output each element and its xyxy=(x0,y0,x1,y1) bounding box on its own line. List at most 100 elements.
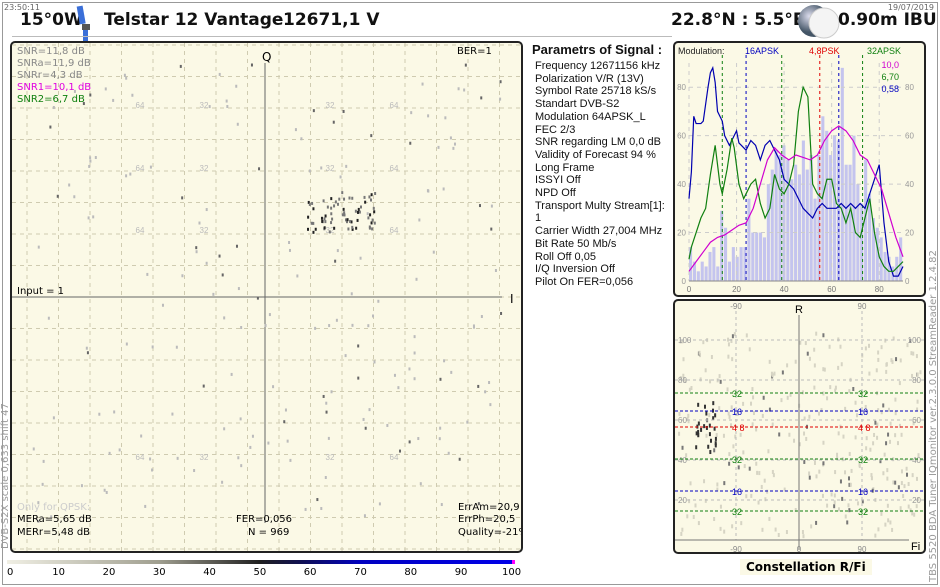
rfi-sample-point xyxy=(705,411,708,416)
rfi-sample-point xyxy=(822,461,825,466)
iq-sample-point xyxy=(218,254,221,258)
iq-sample-point xyxy=(342,109,345,113)
grid-value-label: 32 xyxy=(200,101,209,110)
histogram-bar xyxy=(712,247,716,281)
iq-sample-point xyxy=(308,169,311,173)
iq-sample-point xyxy=(312,230,315,234)
rfi-sample-point xyxy=(865,436,868,441)
param-line: Transport Multy Stream[1]: xyxy=(535,199,665,212)
histogram-bar xyxy=(751,232,755,281)
iq-sample-point xyxy=(351,323,354,327)
rfi-sample-point xyxy=(681,445,684,450)
iq-sample-point xyxy=(367,324,370,328)
iq-sample-point xyxy=(439,426,442,430)
iq-sample-point xyxy=(415,277,418,281)
rfi-sample-point xyxy=(799,340,802,345)
rfi-sample-point xyxy=(900,481,903,486)
iq-sample-point xyxy=(330,206,333,210)
iq-sample-point xyxy=(343,213,346,217)
rfi-sample-point xyxy=(730,423,733,428)
modulation-label: 16APSK xyxy=(745,46,779,56)
iq-sample-point xyxy=(125,174,128,178)
iq-sample-point xyxy=(464,63,467,67)
y-tick-label: 60 xyxy=(677,132,686,141)
mera-label: MERa=5,65 dB xyxy=(17,514,92,525)
rfi-sample-point xyxy=(802,534,805,539)
rfi-plot: 100 100 80 80 60 60 40 40 20 20 32 32 16 16 4 8 4 8 32 32… xyxy=(675,302,924,552)
rfi-sample-point xyxy=(839,344,842,349)
rfi-sample-point xyxy=(916,407,919,412)
rfi-sample-point xyxy=(757,500,760,505)
histogram-bar xyxy=(692,261,696,281)
iq-sample-point xyxy=(161,303,164,307)
rfi-sample-point xyxy=(695,431,698,436)
satellite-icon xyxy=(76,5,90,42)
iq-sample-point xyxy=(42,459,45,463)
param-line: FEC 2/3 xyxy=(535,123,576,136)
histogram-bar xyxy=(809,155,813,281)
iq-sample-point xyxy=(198,221,201,225)
rfi-sample-point xyxy=(897,485,900,490)
orbital-position: 15°0W xyxy=(20,10,83,30)
rfi-sample-point xyxy=(712,416,715,421)
iq-sample-point xyxy=(328,324,331,328)
rfi-sample-point xyxy=(899,506,902,511)
rfi-sample-point xyxy=(864,404,867,409)
iq-sample-point xyxy=(499,80,502,84)
rfi-sample-point xyxy=(879,459,882,464)
iq-sample-point xyxy=(323,226,326,230)
rfi-sample-point xyxy=(778,432,781,437)
rfi-sample-point xyxy=(752,411,755,416)
iq-sample-point xyxy=(87,216,90,220)
level-label: 4 8 xyxy=(858,423,871,433)
rfi-sample-point xyxy=(732,444,735,449)
rfi-sample-point xyxy=(808,414,811,419)
iq-sample-point xyxy=(371,227,374,231)
iq-sample-point xyxy=(427,114,430,118)
rfi-sample-point xyxy=(731,334,734,339)
rfi-sample-point xyxy=(911,373,914,378)
iq-sample-point xyxy=(322,199,325,203)
fi-axis-label: Fi xyxy=(911,541,920,552)
iq-sample-point xyxy=(409,141,412,145)
grid-value-label: 32 xyxy=(200,453,209,462)
y-tick-label-right: 40 xyxy=(912,456,921,465)
histogram-bar xyxy=(747,198,751,281)
iq-sample-point xyxy=(92,215,95,219)
iq-sample-point xyxy=(453,142,456,146)
level-label: 16 xyxy=(858,407,868,417)
rfi-sample-point xyxy=(687,419,690,424)
rfi-sample-point xyxy=(886,476,889,481)
histogram-bar xyxy=(801,140,805,281)
iq-sample-point xyxy=(237,287,240,291)
rfi-sample-point xyxy=(704,498,707,503)
iq-sample-point xyxy=(333,204,336,208)
iq-sample-point xyxy=(225,99,228,103)
iq-sample-point xyxy=(288,248,291,252)
rfi-sample-point xyxy=(742,401,745,406)
iq-sample-point xyxy=(85,346,88,350)
rfi-sample-point xyxy=(684,378,687,383)
rfi-sample-point xyxy=(842,434,845,439)
rfi-sample-point xyxy=(730,405,733,410)
iq-sample-point xyxy=(440,503,443,507)
histogram-bar xyxy=(797,174,802,281)
iq-sample-point xyxy=(377,299,380,303)
modulation-chart-panel: 0 0 0 20 20 20 40 40 40 60 60 60 80 80 80 Modulation: 16… xyxy=(673,41,926,297)
rfi-sample-point xyxy=(898,423,901,428)
rfi-sample-point xyxy=(740,521,743,526)
rfi-sample-point xyxy=(761,527,764,532)
rfi-sample-point xyxy=(900,469,903,474)
histogram-bar xyxy=(743,247,747,281)
y-tick-label: 20 xyxy=(678,496,687,505)
rfi-sample-point xyxy=(697,433,700,438)
iq-sample-point xyxy=(413,351,416,355)
site-coordinates: 22.8°N : 5.5°E xyxy=(671,10,805,30)
histogram-bar xyxy=(899,237,903,281)
level-label: 16 xyxy=(858,487,868,497)
histogram-bar xyxy=(883,251,887,281)
iq-sample-point xyxy=(47,316,50,320)
iq-sample-point xyxy=(294,128,297,132)
iq-sample-point xyxy=(236,122,239,126)
iq-sample-point xyxy=(284,408,287,412)
